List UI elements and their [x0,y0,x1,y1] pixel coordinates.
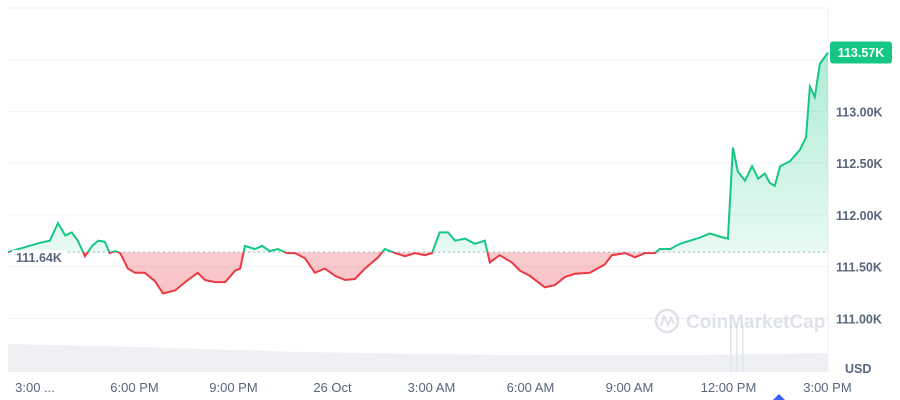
scroll-handle-icon[interactable] [773,394,785,400]
x-tick-label: 6:00 PM [110,380,158,395]
x-tick-label: 9:00 AM [606,380,654,395]
volume-bars [8,325,828,372]
watermark-logo: CoinMarketCap [654,308,825,334]
x-tick-label: 6:00 AM [507,380,555,395]
watermark-text: CoinMarketCap [686,312,825,333]
x-tick-label: 9:00 PM [209,380,257,395]
y-tick-label: 112.50K [836,157,883,171]
current-price-tag: 113.57K [830,41,892,64]
price-line-up [7,51,829,253]
volume-area [8,344,828,372]
coinmarketcap-logo-icon [654,308,680,334]
volume-bar [736,325,738,372]
baseline-label: 111.64K [16,251,62,265]
currency-label: USD [845,362,871,376]
x-tick-label: 26 Oct [313,380,352,395]
y-tick-label: 111.00K [836,312,882,326]
x-tick-label: 12:00 PM [701,380,757,395]
area-below-baseline [8,252,657,294]
volume-bar [742,325,744,372]
logo-wave [660,313,675,328]
x-tick-label: 3:00 PM [803,380,851,395]
price-line-down [7,252,658,295]
x-tick-label: 3:00 AM [408,380,456,395]
volume-bar [730,325,732,372]
baseline-label-bg [12,250,66,267]
current-price-label: 113.57K [838,46,885,60]
area-above-baseline [8,52,828,253]
y-tick-label: 111.50K [836,261,882,275]
y-tick-label: 113.00K [836,105,883,119]
current-price-badge [830,41,892,64]
x-tick-label: 3:00 ... [15,380,55,395]
y-tick-label: 112.00K [836,209,883,223]
